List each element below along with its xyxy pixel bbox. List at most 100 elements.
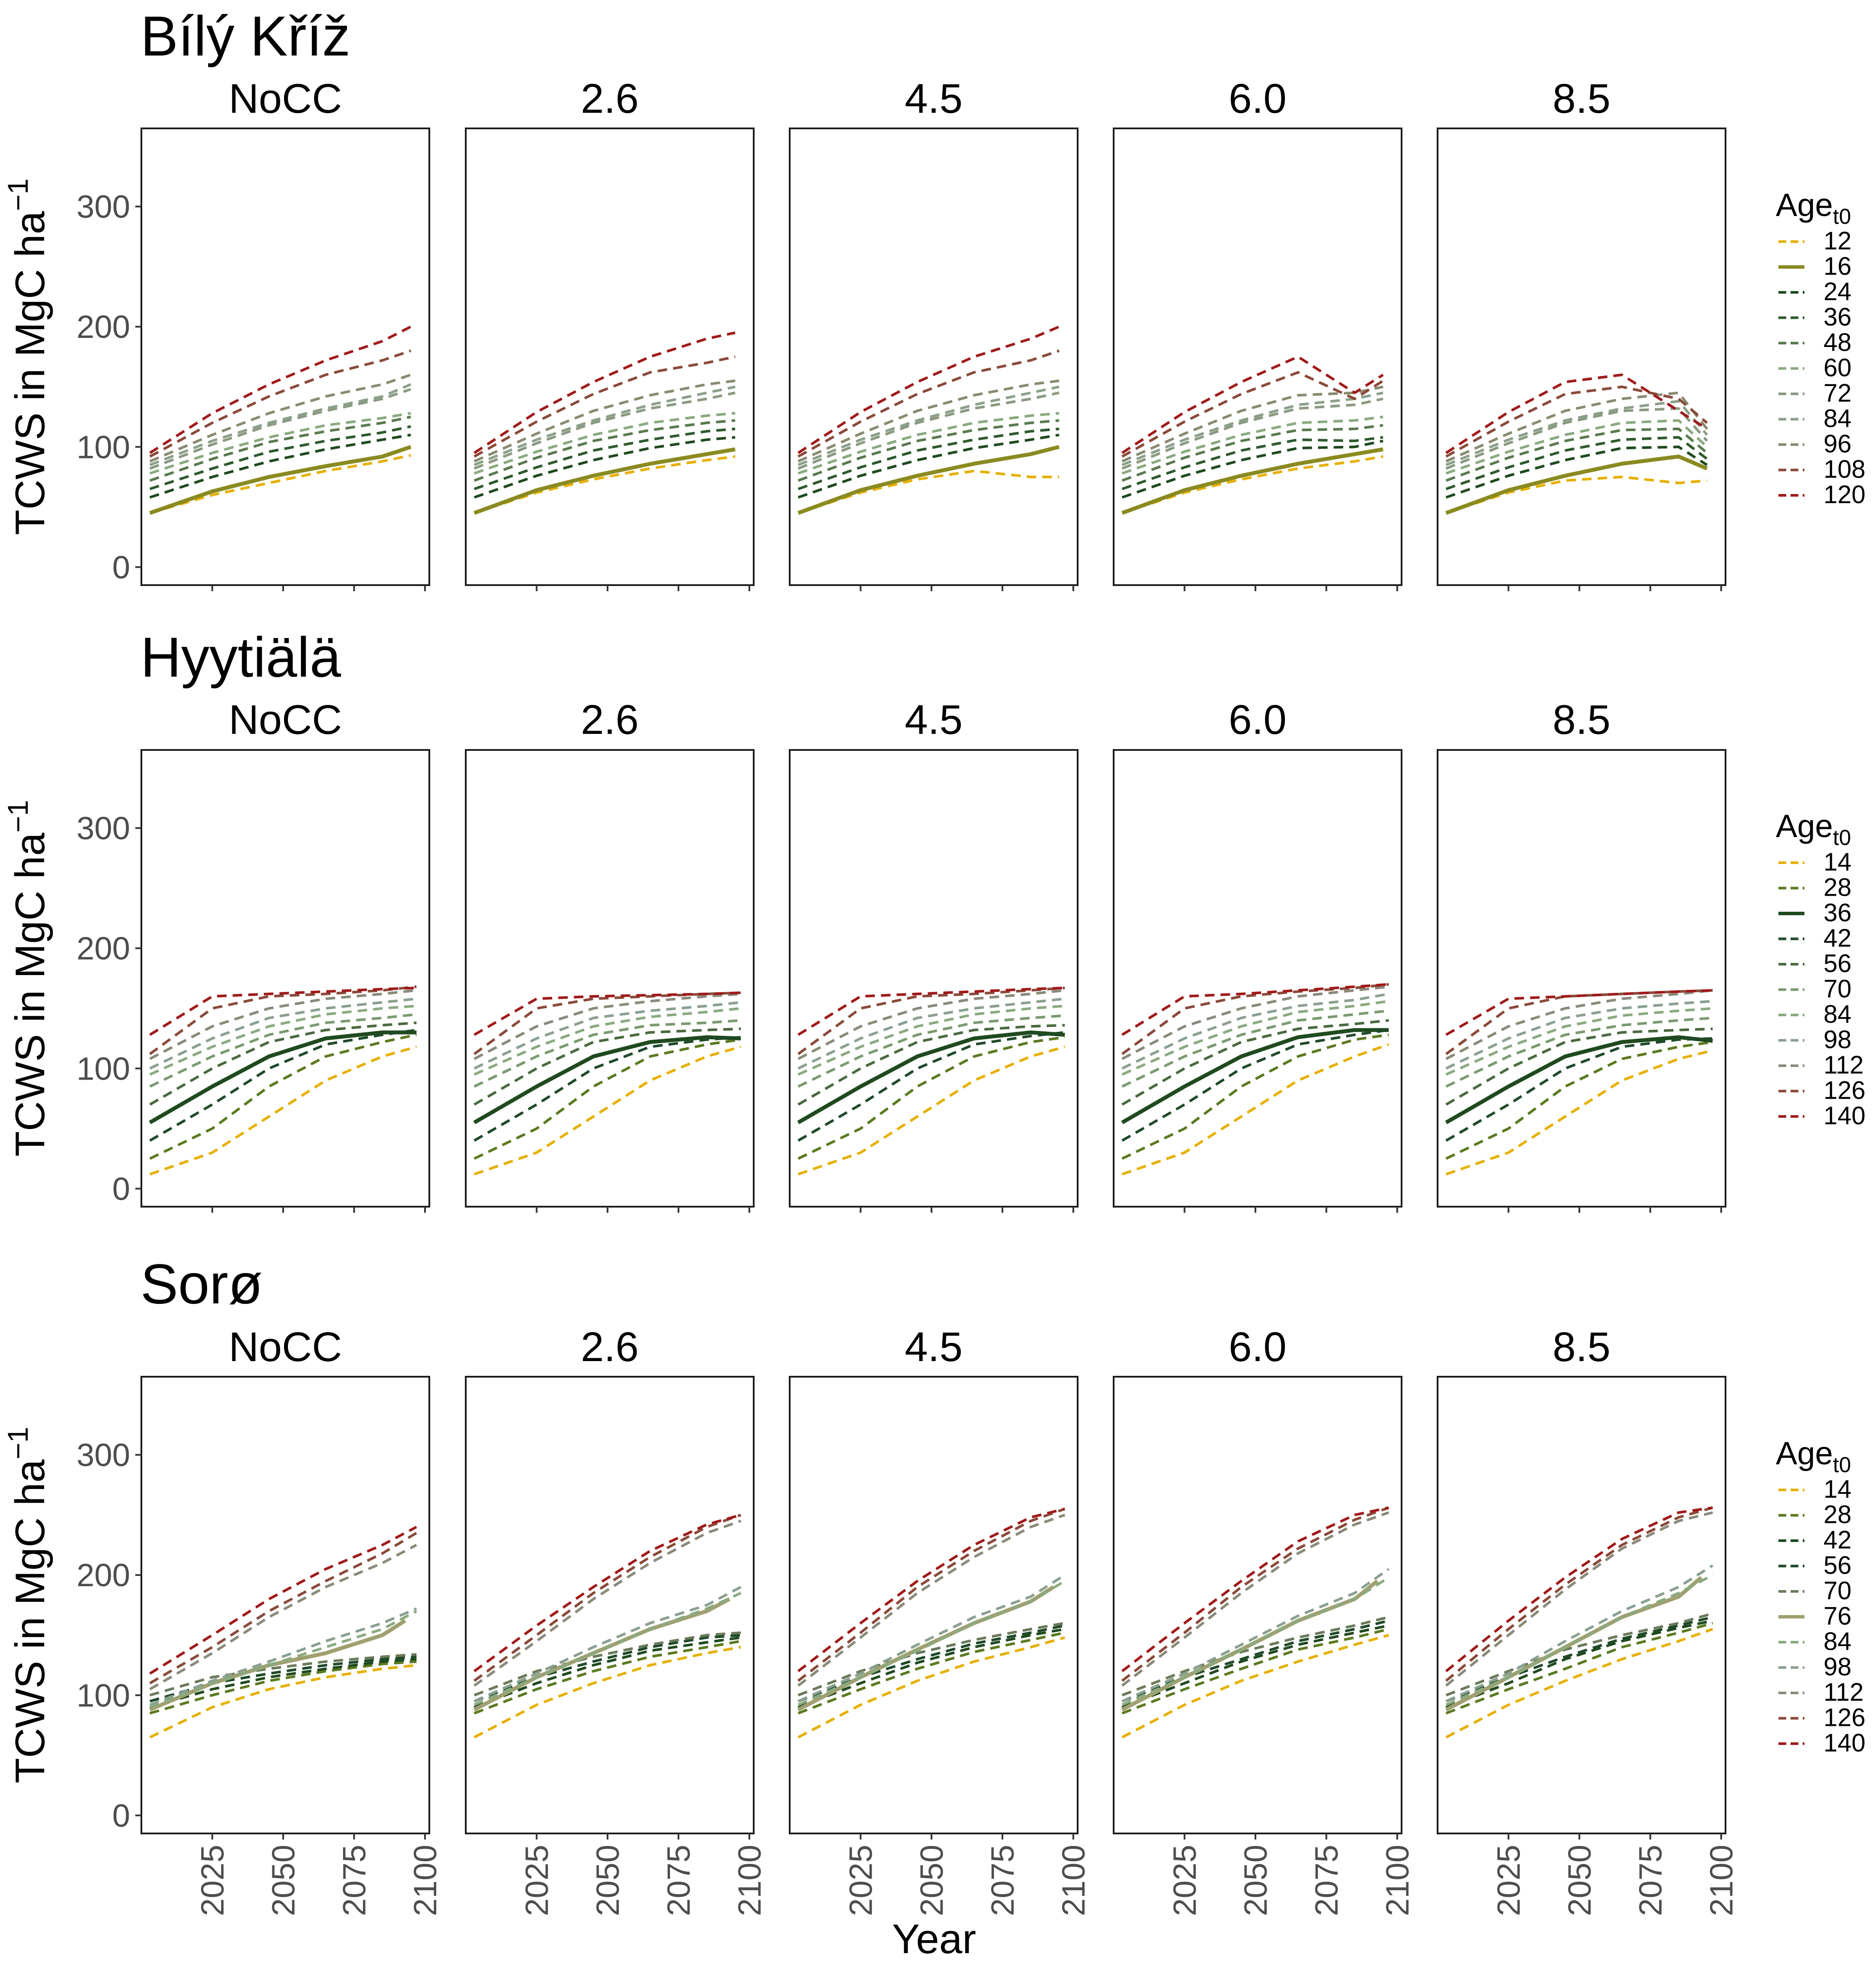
y-tick-label: 200 <box>77 1557 130 1593</box>
series-line-age-36 <box>797 1030 1065 1124</box>
series-line-age-36 <box>1445 436 1708 491</box>
legend-item-label: 98 <box>1824 1026 1852 1054</box>
legend-item-label: 72 <box>1824 379 1852 407</box>
series-line-age-84 <box>1445 400 1708 466</box>
panel-border <box>1437 749 1726 1208</box>
series-line-age-28 <box>797 1036 1065 1160</box>
series-line-age-84 <box>474 385 735 466</box>
facet-label: 6.0 <box>1229 697 1286 743</box>
series-line-age-140 <box>474 991 741 1036</box>
panel-border <box>789 1376 1079 1834</box>
series-line-age-60 <box>149 412 411 475</box>
facet-label: 4.5 <box>905 75 962 122</box>
series-line-age-126 <box>149 985 417 1055</box>
y-tick-label: 200 <box>77 309 130 345</box>
series-line-age-98 <box>1121 1568 1390 1702</box>
series-line-age-98 <box>149 1607 417 1706</box>
panel-border <box>1437 1376 1726 1834</box>
facet-label: NoCC <box>229 1324 342 1370</box>
series-line-age-120 <box>1121 355 1384 454</box>
series-line-age-140 <box>1445 1506 1713 1673</box>
legend-item-label: 56 <box>1824 1552 1852 1580</box>
series-line-age-126 <box>1121 983 1389 1055</box>
panel-border <box>1113 1376 1402 1834</box>
series-line-age-56 <box>149 1021 417 1106</box>
series-line-age-24 <box>474 436 735 499</box>
series-line-age-28 <box>1445 1622 1713 1715</box>
series-line-age-28 <box>149 1033 417 1160</box>
x-tick-label: 2025 <box>519 1845 555 1916</box>
panel-border <box>1113 749 1402 1208</box>
panel-background <box>790 1377 1078 1833</box>
panel <box>1113 1376 1402 1840</box>
x-tick-label: 2025 <box>195 1845 231 1916</box>
series-line-age-36 <box>797 427 1059 491</box>
y-tick-label: 200 <box>77 930 130 966</box>
legend-item-label: 84 <box>1824 1627 1852 1656</box>
series-line-age-96 <box>474 379 735 463</box>
panel <box>465 128 755 591</box>
series-line-age-70 <box>149 1653 417 1697</box>
series-line-age-70 <box>474 1019 741 1088</box>
series-line-age-98 <box>797 997 1065 1070</box>
panel <box>789 749 1079 1213</box>
panel-border <box>789 128 1079 586</box>
series-line-age-140 <box>473 1513 742 1673</box>
y-tick-label: 300 <box>77 189 130 225</box>
series-line-age-112 <box>1445 989 1713 1060</box>
series-line-age-84 <box>474 1592 742 1706</box>
y-tick-label: 100 <box>77 429 130 465</box>
panel <box>1113 749 1402 1213</box>
series-line-age-14 <box>149 1045 417 1176</box>
x-tick-label: 2025 <box>843 1845 879 1916</box>
x-tick-label: 2075 <box>1633 1845 1669 1916</box>
site-title: Sorø <box>141 1252 263 1316</box>
series-line-age-70 <box>797 1622 1065 1697</box>
panel <box>1113 128 1402 591</box>
series-line-age-48 <box>797 419 1059 482</box>
series-line-age-84 <box>149 383 412 466</box>
x-tick-label: 2050 <box>914 1845 950 1916</box>
panel-background <box>141 128 429 585</box>
series-line-age-48 <box>1445 427 1708 482</box>
x-axis-title: Year <box>892 1916 976 1962</box>
series-line-age-14 <box>1445 1628 1713 1738</box>
panel <box>789 128 1079 591</box>
series-line-age-42 <box>474 1636 741 1709</box>
legend-title: Aget0 <box>1776 187 1851 229</box>
x-tick-label: 2100 <box>407 1845 443 1916</box>
legend-item-label: 96 <box>1824 430 1852 458</box>
panel <box>789 1376 1079 1840</box>
facet-label: 2.6 <box>581 697 638 743</box>
legend-item-label: 70 <box>1824 975 1852 1003</box>
legend-item-label: 16 <box>1824 252 1852 281</box>
legend-item-label: 140 <box>1824 1729 1866 1757</box>
series-line-age-84 <box>1121 391 1383 466</box>
x-tick-label: 2025 <box>1491 1845 1527 1916</box>
y-axis-title: TCWS in MgC ha−1 <box>2 178 53 535</box>
legend-item-label: 24 <box>1824 278 1852 306</box>
legend-item-label: 14 <box>1824 848 1852 876</box>
series-line-age-36 <box>149 425 411 491</box>
series-line-age-16 <box>1445 455 1708 515</box>
series-line-age-108 <box>1121 371 1384 458</box>
x-tick-label: 2100 <box>1379 1845 1415 1916</box>
series-line-age-36 <box>1121 436 1383 491</box>
series-line-age-60 <box>797 412 1059 475</box>
series-line-age-16 <box>797 445 1060 515</box>
legend-item-label: 126 <box>1824 1077 1866 1105</box>
series-line-age-28 <box>1121 1627 1389 1715</box>
legend-item-label: 76 <box>1824 1602 1852 1630</box>
series-line-age-84 <box>1445 1007 1713 1076</box>
series-line-age-108 <box>1445 385 1708 458</box>
facet-label: 8.5 <box>1552 75 1610 122</box>
legend-title: Aget0 <box>1776 1435 1851 1477</box>
facet-label: 6.0 <box>1229 75 1286 122</box>
series-line-age-126 <box>1121 1506 1389 1682</box>
series-line-age-120 <box>1445 373 1708 454</box>
series-line-age-70 <box>149 1013 417 1088</box>
series-line-age-96 <box>149 373 412 463</box>
legend-item-label: 70 <box>1824 1577 1852 1605</box>
